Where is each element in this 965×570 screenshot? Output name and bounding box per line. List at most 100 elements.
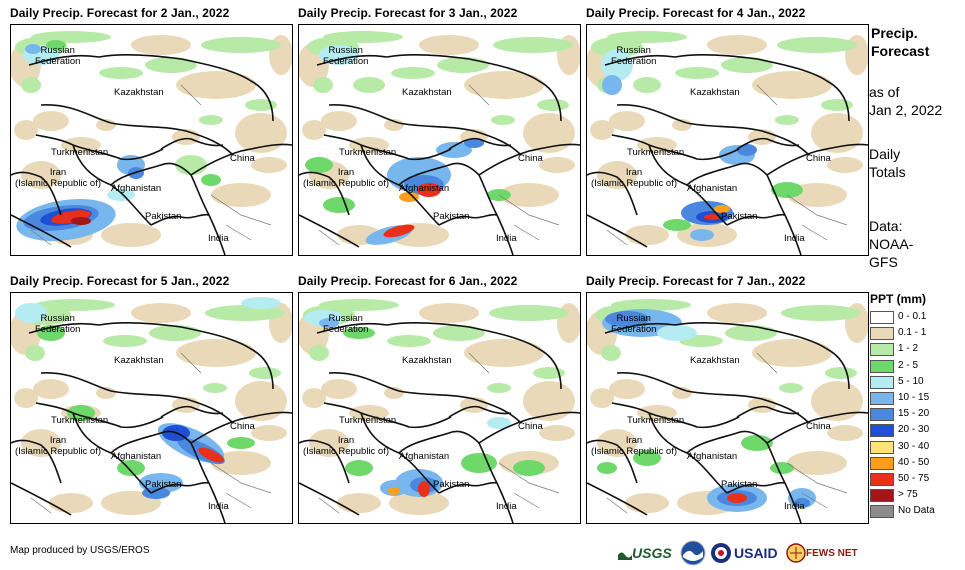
usgs-wordmark: USGS bbox=[632, 545, 672, 561]
country-label-india: India bbox=[784, 233, 805, 244]
totals-label: Daily Totals bbox=[869, 145, 906, 181]
country-label-russia: Russian Federation bbox=[611, 313, 657, 335]
country-label-pakistan: Pakistan bbox=[721, 479, 758, 490]
country-label-pakistan: Pakistan bbox=[433, 479, 470, 490]
legend-label: No Data bbox=[898, 505, 935, 517]
country-label-iran: Iran (Islamic Republic of) bbox=[302, 435, 390, 457]
country-label-russia: Russian Federation bbox=[35, 45, 81, 67]
sidebar-title-line: Forecast bbox=[871, 43, 930, 59]
country-label-russia: Russian Federation bbox=[323, 45, 369, 67]
sidebar-title: Precip. Forecast bbox=[871, 24, 929, 60]
country-label-china: China bbox=[230, 421, 255, 432]
legend-swatch bbox=[870, 489, 894, 503]
legend-label: 0 - 0.1 bbox=[898, 311, 927, 322]
legend-swatch bbox=[870, 391, 894, 405]
legend-label: 5 - 10 bbox=[898, 375, 924, 387]
country-label-iran: Iran (Islamic Republic of) bbox=[14, 435, 102, 457]
country-label-turkmenistan: Turkmenistan bbox=[51, 147, 109, 158]
precip-map: Russian Federation Kazakhstan Turkmenist… bbox=[298, 24, 581, 256]
panel-title: Daily Precip. Forecast for 5 Jan., 2022 bbox=[10, 274, 230, 288]
as-of-label: as of bbox=[869, 84, 900, 100]
legend-swatch bbox=[870, 343, 894, 357]
totals-line: Totals bbox=[869, 164, 906, 180]
precip-map: Russian Federation Kazakhstan Turkmenist… bbox=[10, 24, 293, 256]
usaid-seal-icon bbox=[711, 543, 731, 563]
legend-label: 50 - 75 bbox=[898, 472, 930, 484]
forecast-panel-day-5: Daily Precip. Forecast for 5 Jan., 2022 … bbox=[10, 274, 295, 524]
country-label-afghanistan: Afghanistan bbox=[687, 451, 738, 462]
country-label-india: India bbox=[208, 233, 229, 244]
legend-swatch bbox=[870, 311, 894, 324]
legend-label: 30 - 40 bbox=[898, 440, 930, 452]
precip-map-graphic bbox=[587, 299, 868, 523]
legend-swatch bbox=[870, 505, 894, 519]
country-label-kazakhstan: Kazakhstan bbox=[690, 87, 740, 98]
precip-map: Russian Federation Kazakhstan Turkmenist… bbox=[298, 292, 581, 524]
country-label-india: India bbox=[496, 501, 517, 512]
as-of-value: Jan 2, 2022 bbox=[869, 102, 943, 118]
legend-label: 10 - 15 bbox=[898, 391, 930, 403]
usaid-logo: USAID bbox=[734, 538, 778, 568]
legend-title: PPT (mm) bbox=[870, 292, 927, 306]
panel-title: Daily Precip. Forecast for 7 Jan., 2022 bbox=[586, 274, 806, 288]
forecast-panel-day-2: Daily Precip. Forecast for 2 Jan., 2022 … bbox=[10, 6, 295, 256]
country-label-kazakhstan: Kazakhstan bbox=[114, 87, 164, 98]
forecast-panel-day-6: Daily Precip. Forecast for 6 Jan., 2022 … bbox=[298, 274, 583, 524]
country-label-afghanistan: Afghanistan bbox=[399, 183, 450, 194]
forecast-panel-day-3: Daily Precip. Forecast for 3 Jan., 2022 … bbox=[298, 6, 583, 256]
country-label-turkmenistan: Turkmenistan bbox=[627, 147, 685, 158]
country-label-turkmenistan: Turkmenistan bbox=[339, 147, 397, 158]
precip-map: Russian Federation Kazakhstan Turkmenist… bbox=[586, 24, 869, 256]
usgs-logo: USGS bbox=[618, 538, 672, 568]
country-label-pakistan: Pakistan bbox=[145, 479, 182, 490]
country-label-iran: Iran (Islamic Republic of) bbox=[590, 435, 678, 457]
country-label-afghanistan: Afghanistan bbox=[687, 183, 738, 194]
country-label-afghanistan: Afghanistan bbox=[111, 451, 162, 462]
country-label-russia: Russian Federation bbox=[323, 313, 369, 335]
country-label-afghanistan: Afghanistan bbox=[399, 451, 450, 462]
precip-map-graphic bbox=[299, 299, 580, 523]
country-label-russia: Russian Federation bbox=[35, 313, 81, 335]
data-source-line: Data: bbox=[869, 218, 903, 234]
country-label-turkmenistan: Turkmenistan bbox=[627, 415, 685, 426]
country-label-iran: Iran (Islamic Republic of) bbox=[14, 167, 102, 189]
usaid-wordmark: USAID bbox=[734, 545, 778, 561]
dhs-seal-logo bbox=[710, 538, 732, 568]
legend-label: 15 - 20 bbox=[898, 408, 930, 420]
country-label-kazakhstan: Kazakhstan bbox=[690, 355, 740, 366]
country-label-iran: Iran (Islamic Republic of) bbox=[302, 167, 390, 189]
legend-swatch bbox=[870, 440, 894, 454]
country-label-turkmenistan: Turkmenistan bbox=[51, 415, 109, 426]
country-label-india: India bbox=[784, 501, 805, 512]
legend-label: 20 - 30 bbox=[898, 424, 930, 436]
forecast-panel-day-4: Daily Precip. Forecast for 4 Jan., 2022 … bbox=[586, 6, 871, 256]
agency-logos: USGS USAID FEWS NET bbox=[618, 538, 863, 568]
panel-title: Daily Precip. Forecast for 4 Jan., 2022 bbox=[586, 6, 806, 20]
country-label-kazakhstan: Kazakhstan bbox=[402, 355, 452, 366]
legend-swatch bbox=[870, 424, 894, 438]
legend-label: 1 - 2 bbox=[898, 343, 919, 355]
totals-line: Daily bbox=[869, 146, 901, 162]
sidebar-title-line: Precip. bbox=[871, 25, 918, 41]
panel-title: Daily Precip. Forecast for 3 Jan., 2022 bbox=[298, 6, 518, 20]
usgs-wave-icon bbox=[618, 552, 632, 560]
panel-title: Daily Precip. Forecast for 2 Jan., 2022 bbox=[10, 6, 230, 20]
country-label-china: China bbox=[806, 421, 831, 432]
legend-label: 40 - 50 bbox=[898, 456, 930, 468]
country-label-china: China bbox=[518, 421, 543, 432]
noaa-seal-icon bbox=[680, 540, 706, 566]
country-label-pakistan: Pakistan bbox=[433, 211, 470, 222]
country-label-india: India bbox=[496, 233, 517, 244]
country-label-turkmenistan: Turkmenistan bbox=[339, 415, 397, 426]
legend-swatch bbox=[870, 359, 894, 373]
legend-swatch bbox=[870, 375, 894, 389]
precip-map: Russian Federation Kazakhstan Turkmenist… bbox=[10, 292, 293, 524]
legend-label: 2 - 5 bbox=[898, 359, 919, 371]
precip-map-graphic bbox=[299, 31, 580, 255]
fews-net-globe-icon bbox=[786, 543, 806, 563]
precip-map-graphic bbox=[587, 31, 868, 255]
precip-map-graphic bbox=[11, 31, 292, 255]
legend-swatch bbox=[870, 456, 894, 470]
legend-swatch bbox=[870, 327, 894, 341]
data-source-line: GFS bbox=[869, 254, 898, 270]
